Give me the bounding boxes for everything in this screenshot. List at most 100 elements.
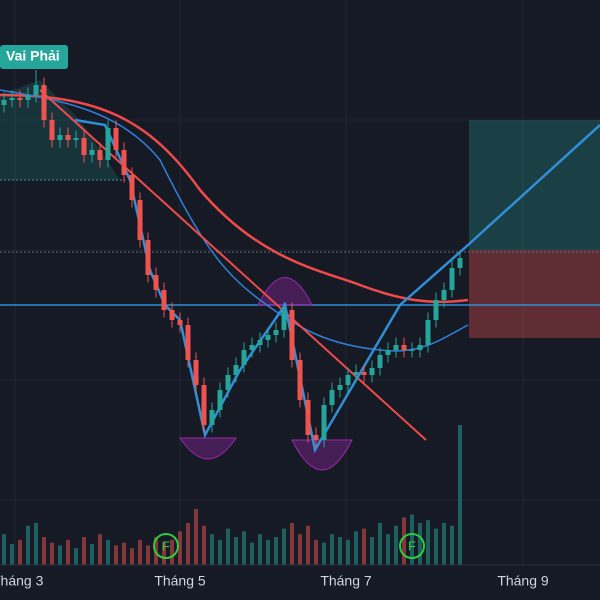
volume-bar xyxy=(362,528,366,565)
volume-bar xyxy=(130,548,134,565)
pattern-label: Vai Phải xyxy=(6,48,60,64)
volume-bar xyxy=(218,539,222,565)
x-tick-label: Tháng 7 xyxy=(320,573,372,589)
candle-body xyxy=(345,375,351,385)
volume-bar xyxy=(266,539,270,565)
volume-bar xyxy=(370,537,374,565)
volume-bar xyxy=(434,528,438,565)
volume-bar xyxy=(274,537,278,565)
volume-bar xyxy=(410,514,414,565)
volume-bar xyxy=(162,542,166,565)
candle-body xyxy=(225,375,231,390)
volume-bar xyxy=(322,542,326,565)
candle-body xyxy=(169,310,175,320)
candle-body xyxy=(329,390,335,405)
candle-body xyxy=(41,85,47,120)
candle-body xyxy=(305,400,311,435)
candle-body xyxy=(457,258,463,268)
volume-bar xyxy=(186,523,190,565)
candle-body xyxy=(417,345,423,350)
volume-bar xyxy=(346,539,350,565)
candle-body xyxy=(377,355,383,368)
volume-bar xyxy=(306,525,310,565)
volume-bar xyxy=(106,539,110,565)
candle-body xyxy=(449,268,455,290)
candle-body xyxy=(409,350,415,351)
candle-body xyxy=(65,135,71,140)
volume-bar xyxy=(314,539,318,565)
volume-bar xyxy=(450,525,454,565)
volume-bar xyxy=(290,523,294,565)
marker: F xyxy=(162,538,170,553)
candle-body xyxy=(425,320,431,345)
volume-bar xyxy=(442,523,446,565)
candle-body xyxy=(81,138,87,155)
volume-bar xyxy=(170,539,174,565)
candle-body xyxy=(145,240,151,275)
volume-bar xyxy=(242,531,246,565)
volume-bar xyxy=(98,534,102,565)
candle-body xyxy=(273,330,279,335)
volume-bar xyxy=(66,539,70,565)
candle-body xyxy=(241,350,247,365)
volume-bar xyxy=(10,544,14,565)
volume-bar xyxy=(378,523,382,565)
candle-body xyxy=(9,98,15,100)
volume-bar xyxy=(2,534,6,565)
candle-body xyxy=(281,310,287,330)
candle-body xyxy=(121,150,127,175)
candle-body xyxy=(393,345,399,350)
volume-bar xyxy=(402,517,406,565)
candle-body xyxy=(337,385,343,390)
volume-bar xyxy=(226,528,230,565)
candle-body xyxy=(217,390,223,410)
volume-bar xyxy=(202,525,206,565)
volume-bar xyxy=(114,545,118,565)
volume-bar xyxy=(258,534,262,565)
moving-average xyxy=(0,93,469,304)
bottom-arc xyxy=(291,439,353,471)
candle-body xyxy=(49,120,55,140)
volume-bar xyxy=(210,534,214,565)
volume-bar xyxy=(354,531,358,565)
volume-bar xyxy=(50,542,54,565)
candle-body xyxy=(297,360,303,400)
stop-zone xyxy=(469,250,600,338)
candle-body xyxy=(209,410,215,425)
candle-body xyxy=(401,345,407,350)
marker-ring xyxy=(399,533,425,559)
volume-bar xyxy=(418,523,422,565)
candle-body xyxy=(105,128,111,160)
volume-bar xyxy=(386,534,390,565)
candle-body xyxy=(177,320,183,325)
volume-bar xyxy=(330,534,334,565)
candle-body xyxy=(361,372,367,375)
volume-bar xyxy=(34,523,38,565)
volume-bar xyxy=(178,531,182,565)
marker: F xyxy=(408,538,416,553)
moving-average xyxy=(0,89,469,352)
volume-bar xyxy=(282,528,286,565)
volume-bar xyxy=(338,537,342,565)
volume-bar xyxy=(82,537,86,565)
volume-bar xyxy=(18,539,22,565)
candle-body xyxy=(113,128,119,150)
volume-bar xyxy=(90,544,94,565)
volume-bar xyxy=(74,548,78,565)
candle-body xyxy=(265,335,271,340)
label-box xyxy=(0,45,68,69)
marker-ring xyxy=(153,533,179,559)
candle-body xyxy=(257,340,263,345)
candle-body xyxy=(129,175,135,200)
candle-body xyxy=(385,350,391,355)
candle-body xyxy=(153,275,159,290)
volume-bar xyxy=(250,542,254,565)
volume-bar xyxy=(394,525,398,565)
trend-line xyxy=(39,89,427,441)
candle-body xyxy=(201,385,207,425)
candle-body xyxy=(313,435,319,440)
candle-body xyxy=(57,135,63,140)
candle-body xyxy=(89,150,95,155)
candle-body xyxy=(33,85,39,95)
